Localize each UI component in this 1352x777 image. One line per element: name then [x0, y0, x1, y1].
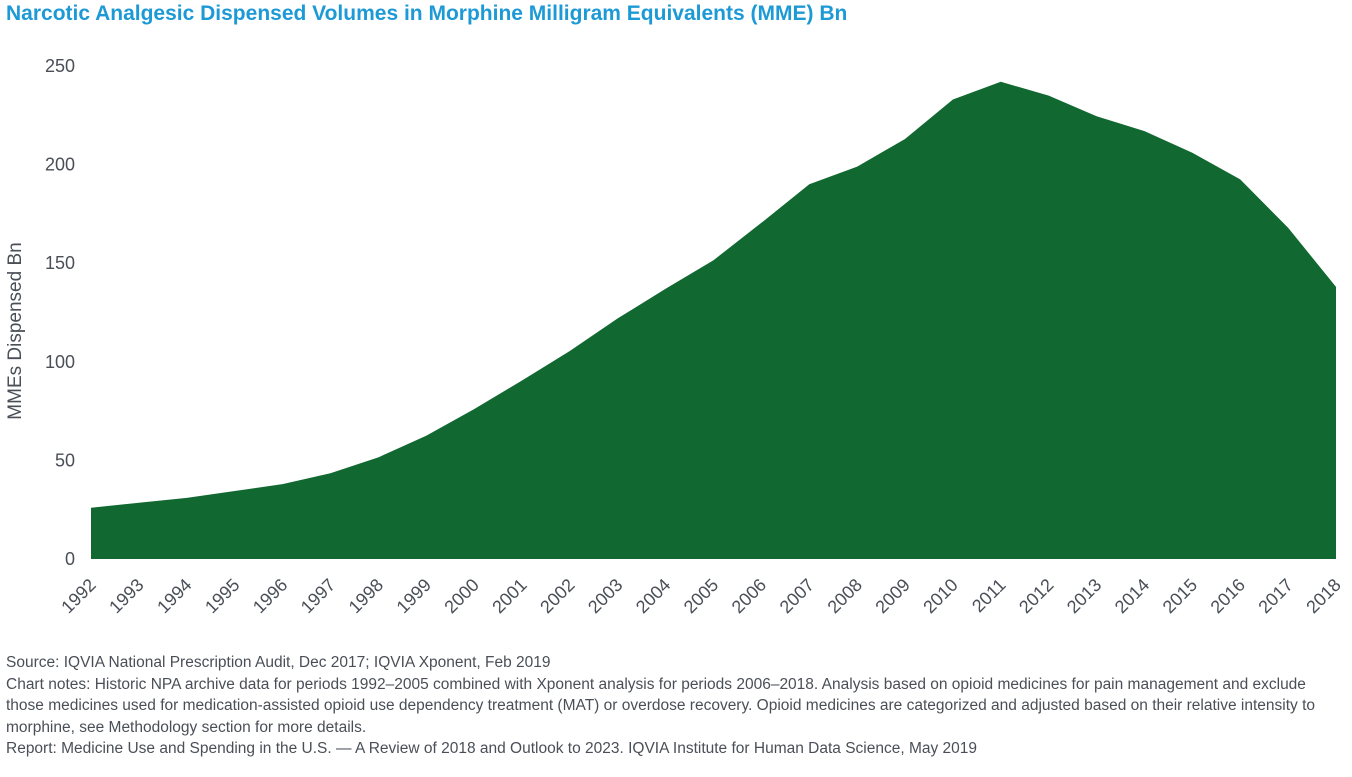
chart-notes-text: Chart notes: Historic NPA archive data f… [6, 675, 1316, 736]
x-tick-label: 2000 [440, 575, 482, 617]
y-tick-label: 200 [45, 155, 75, 175]
x-tick-label: 2014 [1111, 575, 1153, 617]
x-tick-label: 1999 [393, 575, 435, 617]
chart-notes: Source: IQVIA National Prescription Audi… [6, 652, 1336, 760]
x-tick-label: 1994 [153, 575, 195, 617]
source-note: Source: IQVIA National Prescription Audi… [6, 654, 551, 671]
area-series [91, 81, 1336, 560]
y-tick-label: 50 [55, 450, 75, 470]
y-tick-label: 100 [45, 352, 75, 372]
x-tick-label: 2006 [728, 575, 770, 617]
area-chart: 0 50 100 150 200 250 1992 1993 1994 1995 1996 1997… [5, 56, 1345, 617]
plot-area [91, 81, 1336, 560]
x-tick-label: 2015 [1159, 575, 1201, 617]
x-tick-label: 2009 [871, 575, 913, 617]
x-tick-label: 2004 [632, 575, 674, 617]
y-axis: 0 50 100 150 200 250 [45, 56, 75, 569]
x-tick-label: 2007 [776, 575, 818, 617]
report-note: Report: Medicine Use and Spending in the… [6, 740, 978, 757]
x-tick-label: 2002 [536, 575, 578, 617]
x-tick-label: 2013 [1063, 575, 1105, 617]
y-tick-label: 150 [45, 253, 75, 273]
x-tick-label: 2001 [488, 575, 530, 617]
x-tick-label: 1996 [249, 575, 291, 617]
x-tick-label: 1995 [201, 575, 243, 617]
y-axis-label: MMEs Dispensed Bn [5, 242, 26, 419]
x-tick-label: 2005 [680, 575, 722, 617]
x-tick-label: 2010 [919, 575, 961, 617]
x-tick-label: 1993 [105, 575, 147, 617]
chart-title: Narcotic Analgesic Dispensed Volumes in … [6, 2, 848, 25]
x-axis: 1992 1993 1994 1995 1996 1997 1998 1999 2000 2001… [57, 575, 1344, 617]
x-tick-label: 1992 [57, 575, 99, 617]
x-tick-label: 2017 [1254, 575, 1296, 617]
x-tick-label: 1997 [297, 575, 339, 617]
x-tick-label: 1998 [345, 575, 387, 617]
x-tick-label: 2011 [968, 575, 1010, 617]
x-tick-label: 2008 [824, 575, 866, 617]
x-tick-label: 2012 [1015, 575, 1057, 617]
x-tick-label: 2016 [1207, 575, 1249, 617]
x-tick-label: 2003 [584, 575, 626, 617]
y-tick-label: 0 [65, 549, 75, 569]
x-tick-label: 2018 [1302, 575, 1344, 617]
y-tick-label: 250 [45, 56, 75, 76]
